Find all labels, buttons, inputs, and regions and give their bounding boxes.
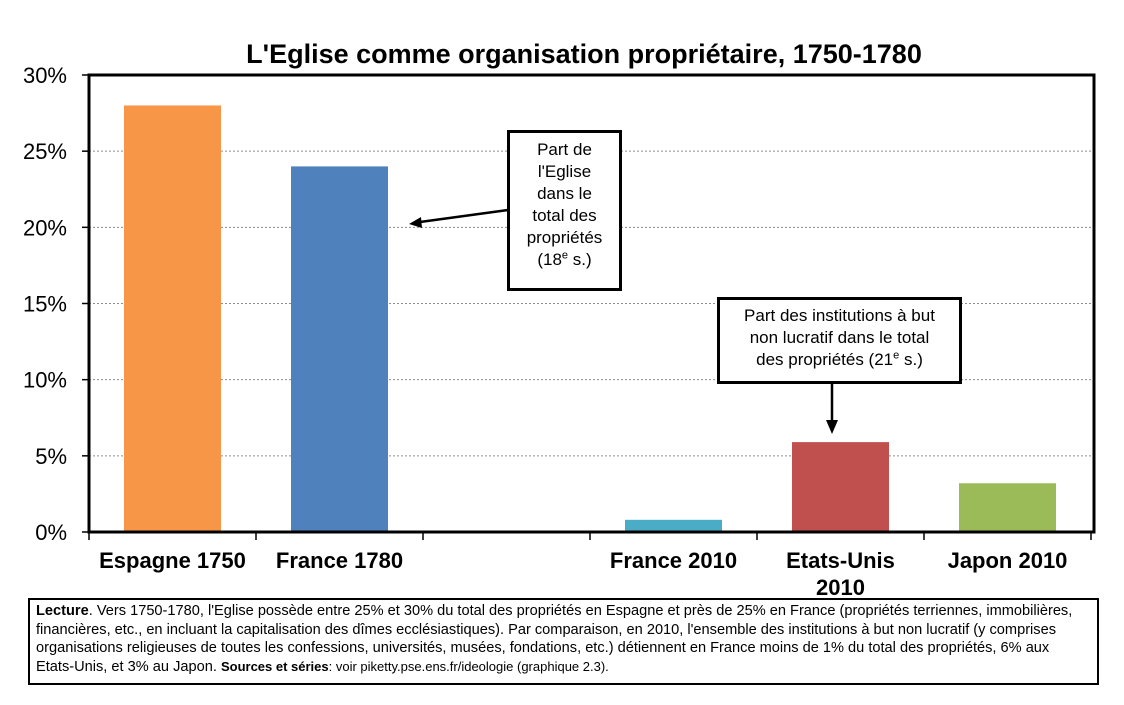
bars bbox=[124, 105, 1056, 532]
annotation-line: dans le bbox=[537, 184, 592, 203]
annotation-line: l'Eglise bbox=[537, 162, 592, 181]
sources-label: Sources et séries bbox=[220, 658, 329, 674]
reading-text: . Vers 1750-1780, l'Eglise possède entre… bbox=[36, 603, 1073, 675]
bar-japon-2010 bbox=[959, 483, 1056, 532]
x-category-label: France 2010 bbox=[610, 548, 737, 573]
y-tick-label: 5% bbox=[35, 444, 67, 469]
y-tick-label: 30% bbox=[23, 63, 67, 88]
arrow-head-france-1780 bbox=[409, 217, 422, 228]
annotation-church-share: Part de l'Eglise dans le total des propr… bbox=[507, 130, 622, 291]
arrow-to-france-1780 bbox=[419, 208, 509, 224]
arrow-head-etats-unis-2010 bbox=[826, 420, 838, 434]
y-tick-label: 20% bbox=[23, 215, 67, 240]
x-category-label: 2010 bbox=[816, 575, 865, 600]
x-category-label: Japon 2010 bbox=[948, 548, 1068, 573]
annotation-nonprofit-share: Part des institutions à but non lucratif… bbox=[717, 297, 962, 384]
bar-espagne-1750 bbox=[124, 105, 221, 532]
annotation-line-century: des propriétés (21e s.) bbox=[756, 349, 923, 369]
annotation-line: propriétés bbox=[526, 228, 603, 247]
x-category-label: Espagne 1750 bbox=[99, 548, 246, 573]
annotation-line: non lucratif dans le total bbox=[749, 328, 930, 347]
y-axis-ticks: 0% 5% 10% 15% 20% 25% 30% bbox=[23, 63, 89, 545]
x-axis-labels: Espagne 1750 France 1780 France 2010 Etats-… bbox=[88, 532, 1092, 600]
bar-france-2010 bbox=[625, 519, 722, 532]
annotation-arrows bbox=[409, 208, 838, 434]
y-tick-label: 10% bbox=[23, 368, 67, 393]
reading-note: Lecture. Vers 1750-1780, l'Eglise possèd… bbox=[28, 598, 1099, 685]
chart-title: L'Eglise comme organisation propriétaire… bbox=[246, 39, 922, 69]
annotation-line: Part de bbox=[537, 140, 592, 159]
x-category-label: Etats-Unis bbox=[786, 548, 895, 573]
sources-text: : voir piketty.pse.ens.fr/ideologie (gra… bbox=[328, 658, 609, 674]
annotation-line: Part des institutions à but bbox=[744, 306, 935, 325]
plot-frame bbox=[87, 73, 1096, 534]
annotation-line-century: (18e s.) bbox=[537, 249, 592, 269]
reading-label: Lecture bbox=[36, 603, 89, 619]
y-tick-label: 0% bbox=[35, 520, 67, 545]
y-tick-label: 25% bbox=[23, 139, 67, 164]
y-tick-label: 15% bbox=[23, 292, 67, 317]
x-category-label: France 1780 bbox=[276, 548, 403, 573]
bar-etats-unis-2010 bbox=[792, 442, 889, 532]
bar-france-1780 bbox=[291, 166, 388, 532]
church-property-chart: L'Eglise comme organisation propriétaire… bbox=[23, 39, 1096, 600]
annotation-line: total des bbox=[532, 206, 597, 225]
